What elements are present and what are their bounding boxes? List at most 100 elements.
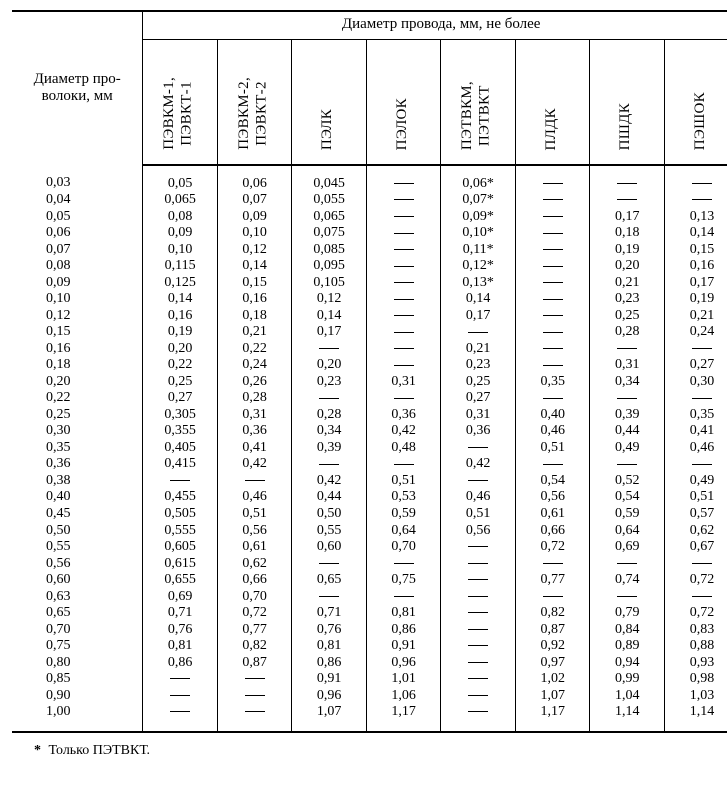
table-cell: 0,08 bbox=[143, 209, 218, 226]
table-cell: 0,91 bbox=[292, 671, 367, 688]
row-diameter: 0,80 bbox=[12, 655, 143, 672]
table-cell bbox=[292, 390, 367, 407]
table-cell bbox=[441, 655, 516, 672]
table-cell bbox=[366, 225, 441, 242]
dash-icon bbox=[468, 579, 488, 580]
table-cell: 0,40 bbox=[515, 407, 590, 424]
table-row: 0,700,760,770,760,860,870,840,83 bbox=[12, 622, 727, 639]
dash-icon bbox=[617, 348, 637, 349]
table-cell: 0,17 bbox=[441, 308, 516, 325]
table-cell bbox=[664, 456, 727, 473]
row-label-header: Диаметр про-волоки, мм bbox=[12, 11, 143, 165]
table-cell: 0,34 bbox=[292, 423, 367, 440]
table-cell: 0,41 bbox=[217, 440, 292, 457]
dash-icon bbox=[543, 348, 563, 349]
dash-icon bbox=[692, 183, 712, 184]
table-cell: 0,055 bbox=[292, 192, 367, 209]
table-cell: 0,61 bbox=[515, 506, 590, 523]
row-diameter: 0,70 bbox=[12, 622, 143, 639]
table-cell: 0,79 bbox=[590, 605, 665, 622]
table-cell: 0,06 bbox=[217, 165, 292, 193]
table-cell: 0,505 bbox=[143, 506, 218, 523]
column-header-label: ПЭШОК bbox=[692, 92, 712, 150]
dash-icon bbox=[394, 216, 414, 217]
table-cell bbox=[590, 341, 665, 358]
table-cell: 0,25 bbox=[590, 308, 665, 325]
table-cell bbox=[366, 357, 441, 374]
dash-icon bbox=[394, 299, 414, 300]
table-cell bbox=[664, 390, 727, 407]
table-cell bbox=[217, 671, 292, 688]
table-cell: 0,31 bbox=[217, 407, 292, 424]
table-cell: 0,21 bbox=[217, 324, 292, 341]
table-cell: 0,64 bbox=[366, 523, 441, 540]
table-row: 0,550,6050,610,600,700,720,690,67 bbox=[12, 539, 727, 556]
table-cell: 0,17 bbox=[664, 275, 727, 292]
table-cell bbox=[441, 589, 516, 606]
table-cell: 0,66 bbox=[217, 572, 292, 589]
table-cell: 0,35 bbox=[515, 374, 590, 391]
table-cell: 0,27 bbox=[143, 390, 218, 407]
table-cell: 0,12* bbox=[441, 258, 516, 275]
table-cell: 0,11* bbox=[441, 242, 516, 259]
table-cell: 0,20 bbox=[590, 258, 665, 275]
row-diameter: 0,12 bbox=[12, 308, 143, 325]
table-row: 0,050,080,090,0650,09*0,170,13 bbox=[12, 209, 727, 226]
table-cell: 0,23 bbox=[590, 291, 665, 308]
footnote-text: Только ПЭТВКТ. bbox=[49, 743, 151, 758]
table-row: 0,060,090,100,0750,10*0,180,14 bbox=[12, 225, 727, 242]
dash-icon bbox=[468, 678, 488, 679]
table-cell: 0,14 bbox=[441, 291, 516, 308]
table-cell: 0,56 bbox=[515, 489, 590, 506]
table-cell: 0,125 bbox=[143, 275, 218, 292]
table-cell: 0,93 bbox=[664, 655, 727, 672]
table-cell: 0,42 bbox=[366, 423, 441, 440]
table-cell: 0,19 bbox=[143, 324, 218, 341]
table-cell: 0,42 bbox=[441, 456, 516, 473]
dash-icon bbox=[394, 266, 414, 267]
footnote: * Только ПЭТВКТ. bbox=[34, 743, 727, 759]
dash-icon bbox=[617, 464, 637, 465]
table-cell bbox=[366, 308, 441, 325]
table-cell: 1,06 bbox=[366, 688, 441, 705]
table-cell: 0,44 bbox=[590, 423, 665, 440]
table-cell bbox=[515, 242, 590, 259]
dash-icon bbox=[468, 480, 488, 481]
table-cell: 0,18 bbox=[217, 308, 292, 325]
table-cell: 0,84 bbox=[590, 622, 665, 639]
dash-icon bbox=[692, 464, 712, 465]
dash-icon bbox=[170, 480, 190, 481]
dash-icon bbox=[617, 563, 637, 564]
dash-icon bbox=[245, 711, 265, 712]
table-cell: 0,22 bbox=[143, 357, 218, 374]
table-cell bbox=[366, 165, 441, 193]
table-cell: 0,10 bbox=[143, 242, 218, 259]
table-cell bbox=[292, 341, 367, 358]
table-cell: 0,46 bbox=[441, 489, 516, 506]
row-diameter: 0,07 bbox=[12, 242, 143, 259]
table-cell: 0,35 bbox=[664, 407, 727, 424]
table-cell: 0,46 bbox=[515, 423, 590, 440]
dash-icon bbox=[692, 596, 712, 597]
dash-icon bbox=[394, 398, 414, 399]
table-cell bbox=[441, 704, 516, 732]
table-cell: 0,455 bbox=[143, 489, 218, 506]
table-cell: 0,52 bbox=[590, 473, 665, 490]
table-cell: 0,23 bbox=[292, 374, 367, 391]
dash-icon bbox=[468, 711, 488, 712]
dash-icon bbox=[543, 233, 563, 234]
table-row: 0,150,190,210,170,280,24 bbox=[12, 324, 727, 341]
table-cell: 0,87 bbox=[515, 622, 590, 639]
dash-icon bbox=[543, 563, 563, 564]
table-cell bbox=[366, 390, 441, 407]
table-cell bbox=[143, 671, 218, 688]
dash-icon bbox=[543, 199, 563, 200]
dash-icon bbox=[543, 332, 563, 333]
table-cell: 0,81 bbox=[366, 605, 441, 622]
table-cell: 0,105 bbox=[292, 275, 367, 292]
table-cell: 0,28 bbox=[292, 407, 367, 424]
table-cell: 1,04 bbox=[590, 688, 665, 705]
dash-icon bbox=[692, 398, 712, 399]
row-diameter: 0,40 bbox=[12, 489, 143, 506]
table-cell bbox=[515, 225, 590, 242]
